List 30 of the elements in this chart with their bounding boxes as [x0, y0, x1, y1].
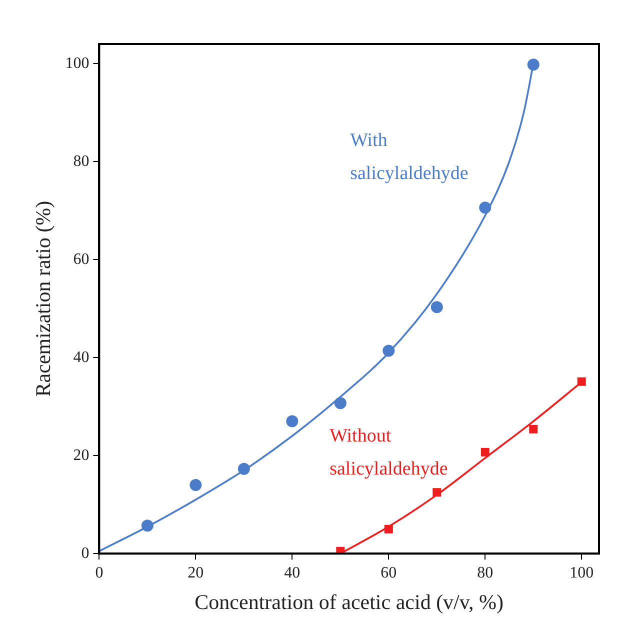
y-tick-label: 60	[73, 250, 90, 268]
point	[141, 520, 154, 532]
y-tick-label: 20	[73, 446, 90, 464]
x-tick-label: 0	[95, 564, 104, 582]
point	[384, 524, 393, 534]
x-tick-label: 100	[570, 564, 594, 582]
point	[480, 448, 490, 456]
y-axis-title: Racemization ratio (%)	[31, 200, 56, 397]
point	[238, 462, 250, 475]
annotation: Without salicylaldehyde	[330, 425, 448, 480]
point	[382, 344, 395, 357]
y-tick-label: 100	[65, 54, 90, 72]
point	[577, 377, 586, 386]
point	[286, 415, 298, 428]
point	[529, 424, 538, 434]
x-axis-title: Concentration of acetic acid (v/v, %)	[194, 590, 504, 614]
annotation: With salicylaldehyde	[350, 130, 468, 184]
x-tick-label: 60	[380, 564, 397, 582]
point	[527, 58, 540, 71]
y-tick-label: 0	[81, 544, 90, 562]
y-tick-label: 40	[73, 348, 90, 366]
point	[430, 301, 443, 314]
y-tick-label: 80	[73, 152, 90, 170]
point	[432, 488, 442, 497]
point	[334, 397, 346, 410]
point	[479, 202, 492, 214]
x-tick-label: 40	[284, 564, 300, 582]
point	[190, 479, 202, 491]
x-tick-label: 20	[188, 564, 204, 582]
x-tick-label: 80	[477, 564, 494, 582]
